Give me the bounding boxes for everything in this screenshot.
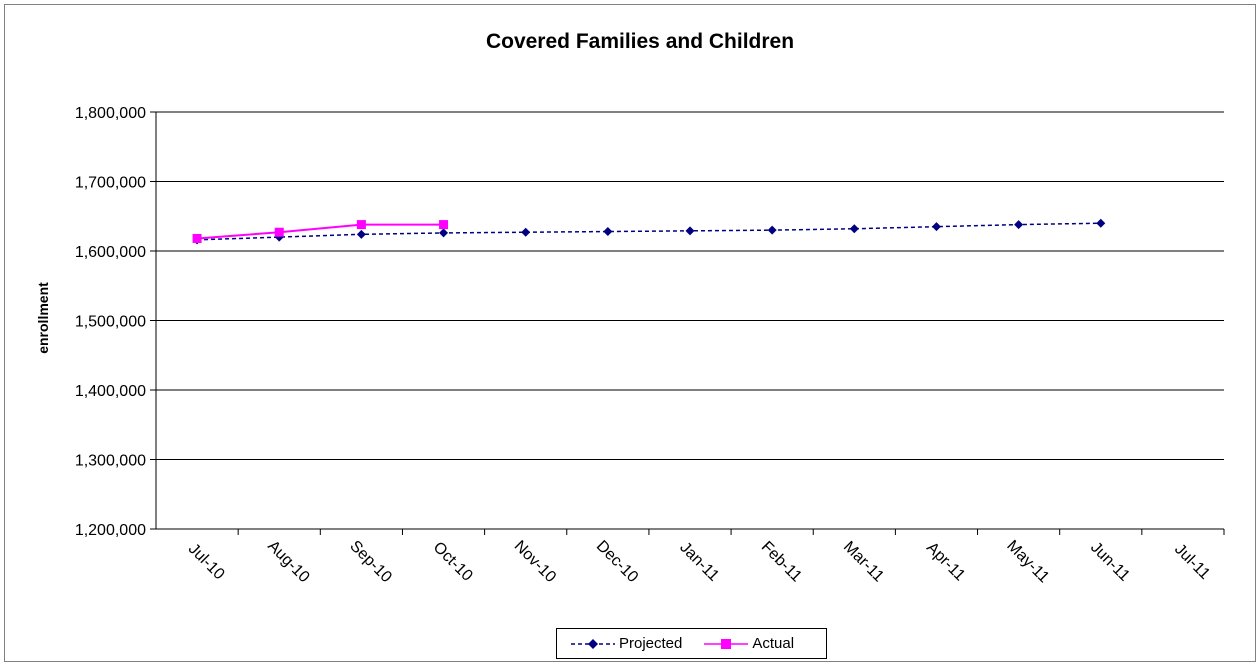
legend-swatch-projected [571, 638, 615, 649]
x-tick-label: Oct-10 [430, 539, 476, 585]
y-tick-label: 1,400,000 [75, 383, 146, 400]
legend-swatch-actual [704, 638, 749, 649]
data-point-projected [1096, 218, 1106, 228]
axes [150, 111, 1225, 535]
x-tick-label: Sep-10 [346, 538, 395, 587]
series-line-projected [197, 222, 1101, 241]
x-tick-label: Nov-10 [511, 538, 560, 587]
data-point-projected [439, 228, 449, 238]
chart-title: Covered Families and Children [485, 30, 795, 53]
legend-item-projected: Projected [571, 635, 682, 652]
y-tick-label: 1,300,000 [75, 453, 146, 470]
x-tick-label: Jul-10 [185, 540, 228, 583]
data-point-projected [1014, 220, 1024, 230]
x-tick-labels: Jul-10 Aug-10 Sep-10 Oct-10 Nov-10 Dec-10 Jan-… [185, 537, 1213, 586]
series-group [192, 218, 1106, 245]
data-point-projected [931, 222, 941, 232]
y-tick-label: 1,700,000 [75, 175, 146, 192]
data-point-projected [356, 229, 366, 239]
data-point-projected [849, 224, 859, 234]
gridlines [156, 111, 1224, 460]
y-tick-label: 1,500,000 [75, 314, 146, 331]
data-point-actual [439, 220, 449, 230]
y-tick-label: 1,800,000 [75, 105, 146, 122]
chart-frame [4, 4, 1256, 662]
y-axis-label: enrollment [35, 282, 51, 354]
y-tick-labels: 1,200,000 1,300,000 1,400,000 1,500,000 1,60… [75, 105, 146, 539]
x-tick-label: Dec-10 [593, 538, 642, 587]
x-tick-label: Mar-11 [840, 538, 887, 585]
x-tick-label: Jul-11 [1171, 541, 1213, 583]
data-point-projected [767, 225, 777, 235]
legend: Projected Actual [556, 628, 827, 659]
data-point-actual [356, 220, 366, 230]
data-point-projected [685, 226, 695, 236]
legend-label-projected: Projected [619, 635, 683, 652]
legend-label-actual: Actual [752, 635, 795, 652]
x-tick-label: Jan-11 [676, 539, 722, 585]
x-tick-label: Aug-10 [264, 538, 313, 587]
series-line-actual [197, 223, 444, 240]
data-point-actual [274, 227, 284, 237]
data-point-projected [603, 227, 613, 237]
y-tick-label: 1,200,000 [75, 522, 146, 539]
x-tick-label: Apr-11 [923, 539, 968, 584]
x-tick-label: May-11 [1003, 537, 1052, 586]
data-point-projected [521, 227, 531, 237]
x-tick-label: Feb-11 [758, 538, 805, 585]
x-tick-label: Jun-11 [1087, 539, 1133, 585]
y-tick-label: 1,600,000 [75, 244, 146, 261]
data-point-actual [192, 233, 202, 243]
legend-item-actual: Actual [704, 635, 794, 652]
